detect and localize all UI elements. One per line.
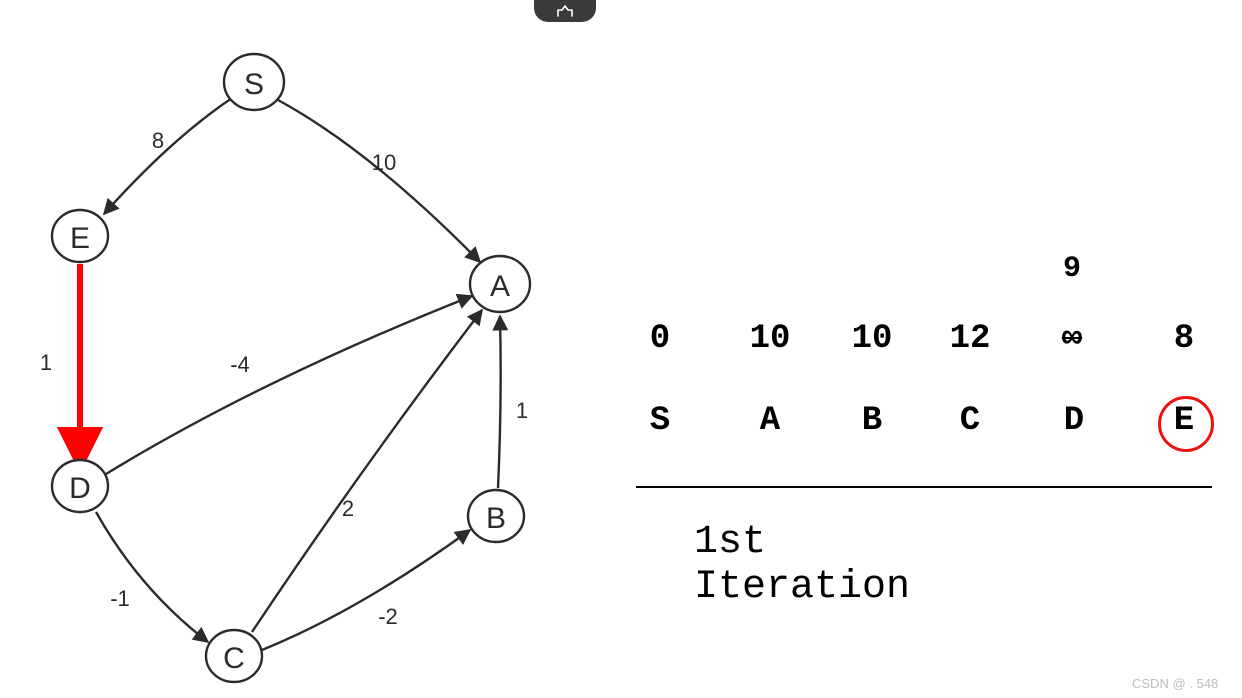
table-label-B: B: [856, 402, 888, 440]
edge-C-A: [252, 310, 482, 632]
node-D: D: [52, 460, 108, 512]
svg-text:D: D: [69, 472, 91, 505]
table-value-D: ∞: [1052, 320, 1092, 358]
edge-D-C: [96, 512, 208, 642]
table-value-B: 10: [848, 320, 896, 358]
edge-label-D-A: -4: [230, 352, 250, 377]
edge-label-S-A: 10: [372, 150, 396, 175]
svg-text:B: B: [486, 502, 506, 535]
edge-label-C-B: -2: [378, 604, 398, 629]
edge-label-B-A: 1: [516, 398, 528, 423]
node-S: S: [224, 54, 284, 110]
edge-label-C-A: 2: [342, 496, 354, 521]
svg-text:A: A: [490, 270, 510, 303]
svg-text:S: S: [244, 68, 264, 101]
svg-text:C: C: [223, 642, 245, 675]
table-label-A: A: [754, 402, 786, 440]
table-value-C: 12: [946, 320, 994, 358]
edge-D-A: [106, 296, 472, 474]
graph-diagram: 8 10 1 -4 1 2 -1 -2 S E A D B C: [0, 0, 620, 698]
table-divider: [636, 486, 1212, 488]
table-value-A: 10: [746, 320, 794, 358]
table-label-C: C: [954, 402, 986, 440]
circled-label-E: [1158, 396, 1214, 452]
svg-text:E: E: [70, 222, 90, 255]
edge-label-S-E: 8: [152, 128, 164, 153]
node-C: C: [206, 630, 262, 682]
edge-S-A: [278, 100, 480, 262]
edge-label-D-C: -1: [110, 586, 130, 611]
table-value-S: 0: [640, 320, 680, 358]
table-value-E: 8: [1166, 320, 1202, 358]
node-E: E: [52, 210, 108, 262]
edge-label-E-D: 1: [40, 350, 52, 375]
table-label-S: S: [644, 402, 676, 440]
node-B: B: [468, 490, 524, 542]
edge-S-E: [104, 98, 232, 214]
edge-C-B: [262, 530, 470, 650]
table-update-D: 9: [1054, 252, 1090, 286]
node-A: A: [470, 256, 530, 312]
edge-B-A: [498, 316, 501, 488]
stage: 8 10 1 -4 1 2 -1 -2 S E A D B C: [0, 0, 1242, 698]
table-label-D: D: [1058, 402, 1090, 440]
iteration-caption: 1st Iteration: [694, 520, 910, 610]
watermark: CSDN @ . 548: [1132, 676, 1218, 691]
